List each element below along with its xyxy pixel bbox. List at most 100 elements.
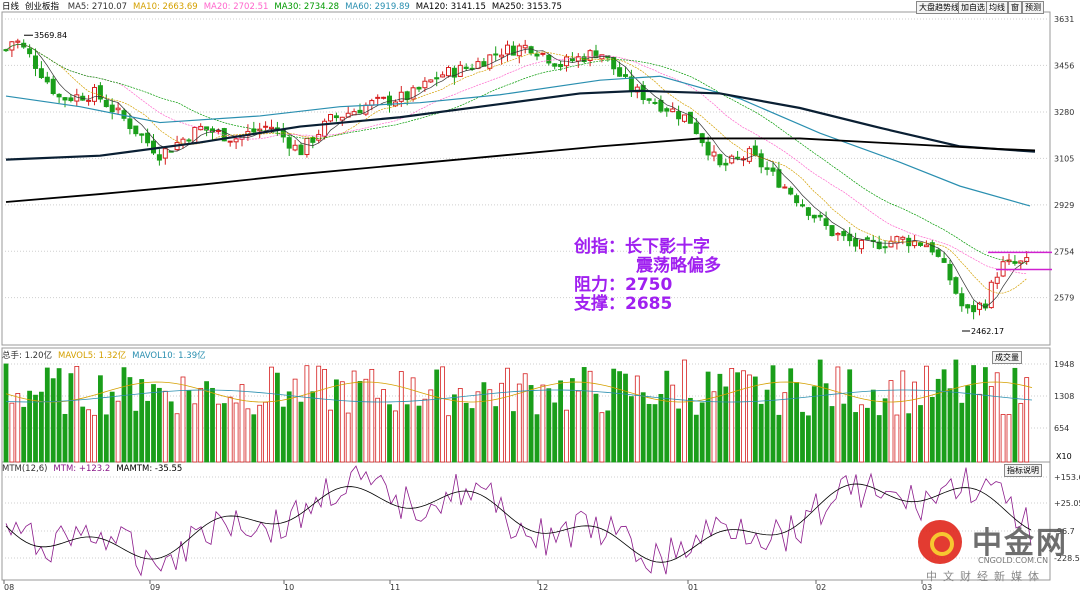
volume-bar <box>959 402 965 463</box>
volume-bar <box>1018 403 1024 463</box>
candle-body <box>687 111 693 124</box>
candle-body <box>292 144 298 151</box>
candle-body <box>304 137 310 156</box>
volume-bar <box>782 392 788 463</box>
candle-body <box>864 237 870 240</box>
volume-bar <box>558 380 563 463</box>
candle-body <box>50 78 56 94</box>
volume-bar <box>988 386 994 463</box>
volume-bar <box>617 371 622 463</box>
candle-body <box>841 231 847 237</box>
legend-item: MA20: 2702.51 <box>203 2 269 12</box>
candle-body <box>540 52 546 55</box>
volume-bar <box>92 414 97 463</box>
candle-body <box>446 67 451 77</box>
volume-bar <box>416 405 422 463</box>
volume-bar <box>593 393 599 463</box>
candle-body <box>575 56 581 62</box>
mtm-explain-button[interactable]: 指标说明 <box>1004 464 1042 477</box>
candle-body <box>746 148 752 162</box>
low-label: 2462.17 <box>971 327 1004 336</box>
candle-body <box>534 53 540 57</box>
volume-bar <box>711 391 717 463</box>
volume-bar <box>39 391 44 463</box>
candle-body <box>428 79 434 83</box>
volume-bar <box>328 409 333 463</box>
volume-bar <box>233 402 239 463</box>
candle-body <box>900 236 906 240</box>
watermark-tagline: 中文财经新媒体 <box>926 570 1045 583</box>
candle-body <box>994 276 1000 284</box>
volume-bar <box>286 391 292 463</box>
volume-bar <box>363 378 369 463</box>
x-month-label: 12 <box>538 583 548 592</box>
volume-bar <box>469 408 475 463</box>
candle-body <box>215 130 221 133</box>
candle-body <box>623 74 628 77</box>
candle-body <box>705 141 711 156</box>
x-month-label: 10 <box>284 583 294 592</box>
volume-bar <box>404 404 410 463</box>
candle-body <box>463 66 469 69</box>
x-month-label: 02 <box>816 583 826 592</box>
candle-body <box>853 238 859 247</box>
volume-bar <box>693 414 699 463</box>
volume-bar <box>198 387 204 463</box>
candle-body <box>794 195 800 204</box>
toolbar-button-4[interactable]: 预测 <box>1022 1 1044 14</box>
candle-body <box>475 61 481 69</box>
vol-indicator-button[interactable]: 成交量 <box>992 351 1022 364</box>
volume-bar <box>505 367 510 463</box>
volume-bar <box>994 372 1000 463</box>
candle-body <box>416 86 422 90</box>
volume-bar <box>410 377 416 463</box>
volume-bar <box>56 368 62 463</box>
volume-bar <box>174 413 180 463</box>
toolbar-button-2[interactable]: 均线 <box>986 1 1008 14</box>
candle-body <box>316 133 322 141</box>
price-tick-label: 3105 <box>1054 154 1074 163</box>
volume-bar <box>935 378 941 463</box>
candle-body <box>823 218 829 227</box>
mtm-tick-label: -228.5 <box>1054 554 1080 563</box>
volume-bar <box>646 403 652 463</box>
candle-body <box>339 116 345 121</box>
candle-body <box>782 186 788 189</box>
toolbar-button-1[interactable]: 加自选 <box>958 1 988 14</box>
volume-bar <box>516 383 522 463</box>
volume-bar <box>977 393 982 463</box>
candle-body <box>139 133 145 136</box>
candle-body <box>912 240 918 247</box>
volume-bar <box>428 389 434 463</box>
volume-bar <box>729 368 735 463</box>
candle-body <box>764 167 770 170</box>
ma10-line <box>5 43 1027 294</box>
candle-body <box>988 281 994 309</box>
volume-bar <box>274 372 280 463</box>
toolbar-button-3[interactable]: 窗 <box>1008 1 1022 14</box>
volume-bar <box>74 365 80 463</box>
candle-body <box>611 56 617 70</box>
candle-body <box>127 118 133 130</box>
volume-bar <box>180 376 186 463</box>
candle-body <box>151 140 156 154</box>
candle-body <box>682 114 687 122</box>
volume-bar <box>44 367 50 463</box>
candle-body <box>670 108 676 113</box>
candle-body <box>528 46 534 54</box>
volume-bar <box>581 367 587 463</box>
volume-bar <box>115 400 121 463</box>
legend-item: MAVOL5: 1.32亿 <box>58 351 127 361</box>
volume-bar <box>375 397 381 463</box>
candle-body <box>758 153 764 168</box>
candle-body <box>711 151 717 157</box>
volume-bar <box>564 409 569 463</box>
toolbar-button-0[interactable]: 大盘趋势线 <box>916 1 962 14</box>
high-label: 3569.84 <box>34 31 67 40</box>
volume-bar <box>239 384 245 463</box>
candle-body <box>510 45 516 56</box>
volume-bar <box>971 365 976 463</box>
volume-bar <box>747 374 752 463</box>
legend-item: MA30: 2734.28 <box>274 2 340 12</box>
volume-bar <box>493 406 499 463</box>
